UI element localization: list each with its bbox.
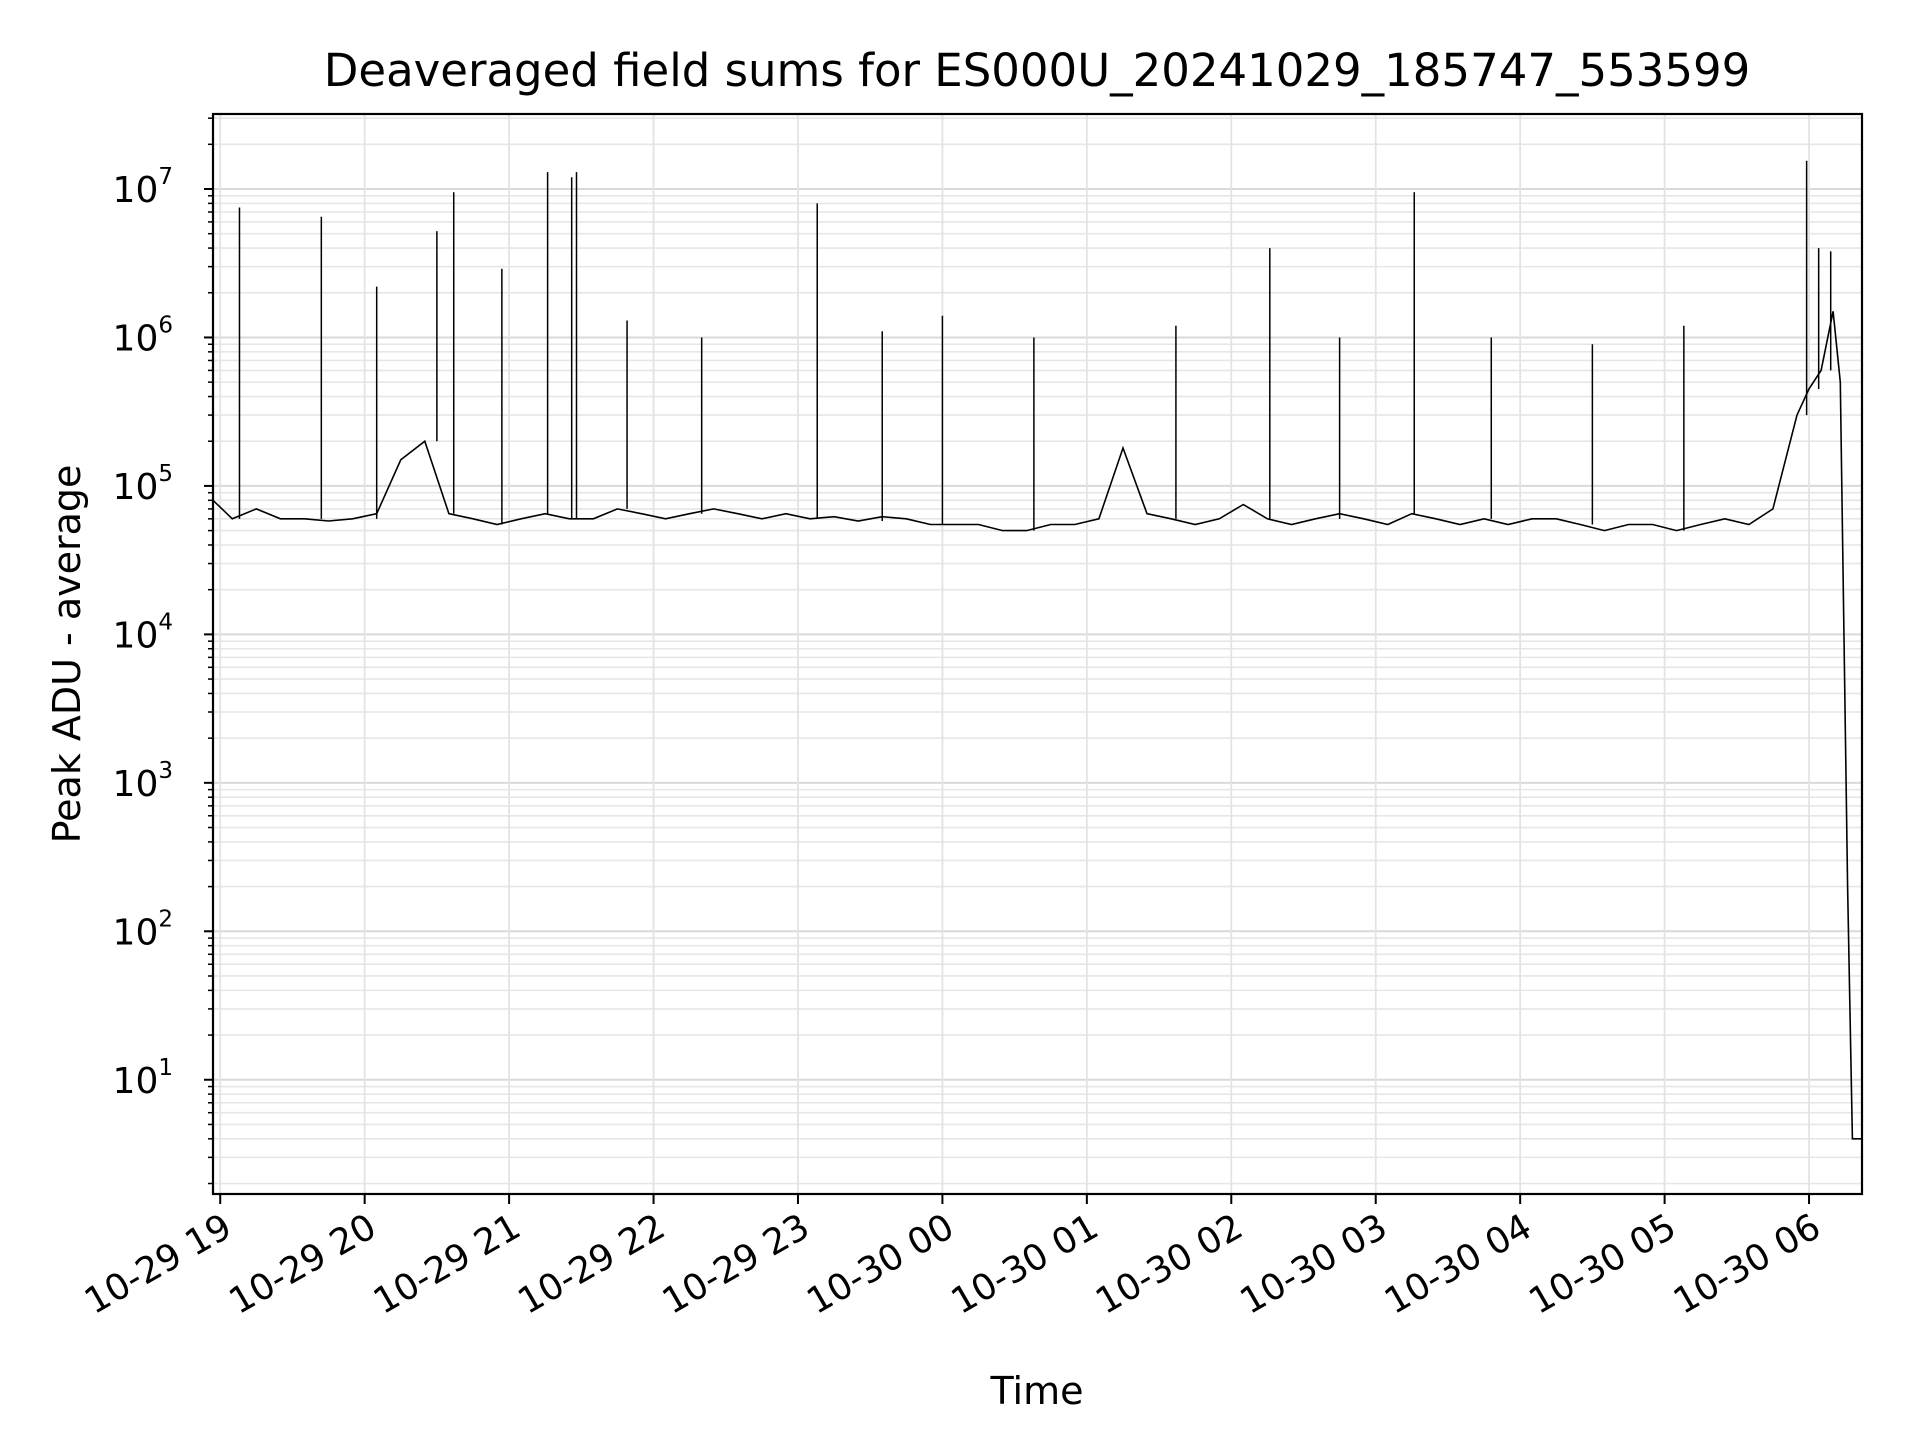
x-axis-label: Time — [990, 1369, 1084, 1413]
y-tick-exponent: 4 — [158, 609, 173, 635]
y-tick-label: 102 — [113, 906, 173, 953]
y-tick-base: 10 — [113, 912, 159, 953]
y-axis-label: Peak ADU - average — [45, 465, 89, 844]
y-tick-label: 103 — [113, 758, 173, 805]
y-tick-label: 107 — [113, 164, 173, 211]
y-tick-base: 10 — [113, 615, 159, 656]
plot-frame — [211, 112, 1864, 1196]
y-tick-exponent: 7 — [158, 164, 173, 190]
y-tick-exponent: 5 — [158, 461, 173, 487]
y-tick-label: 101 — [113, 1055, 173, 1102]
y-tick-label: 106 — [113, 312, 173, 359]
y-tick-label: 104 — [113, 609, 173, 656]
y-tick-exponent: 6 — [158, 312, 173, 338]
chart-title: Deaveraged field sums for ES000U_2024102… — [324, 44, 1751, 97]
y-tick-exponent: 1 — [158, 1055, 173, 1081]
y-tick-exponent: 3 — [158, 758, 173, 784]
y-tick-base: 10 — [113, 170, 159, 211]
y-tick-base: 10 — [113, 318, 159, 359]
series-line — [212, 311, 1862, 1140]
y-tick-base: 10 — [113, 467, 159, 508]
series-line-layer — [212, 160, 1862, 1140]
y-tick-exponent: 2 — [158, 906, 173, 932]
y-tick-base: 10 — [113, 764, 159, 805]
y-tick-label: 105 — [113, 461, 173, 508]
y-tick-base: 10 — [113, 1061, 159, 1102]
grid — [213, 114, 1862, 1194]
